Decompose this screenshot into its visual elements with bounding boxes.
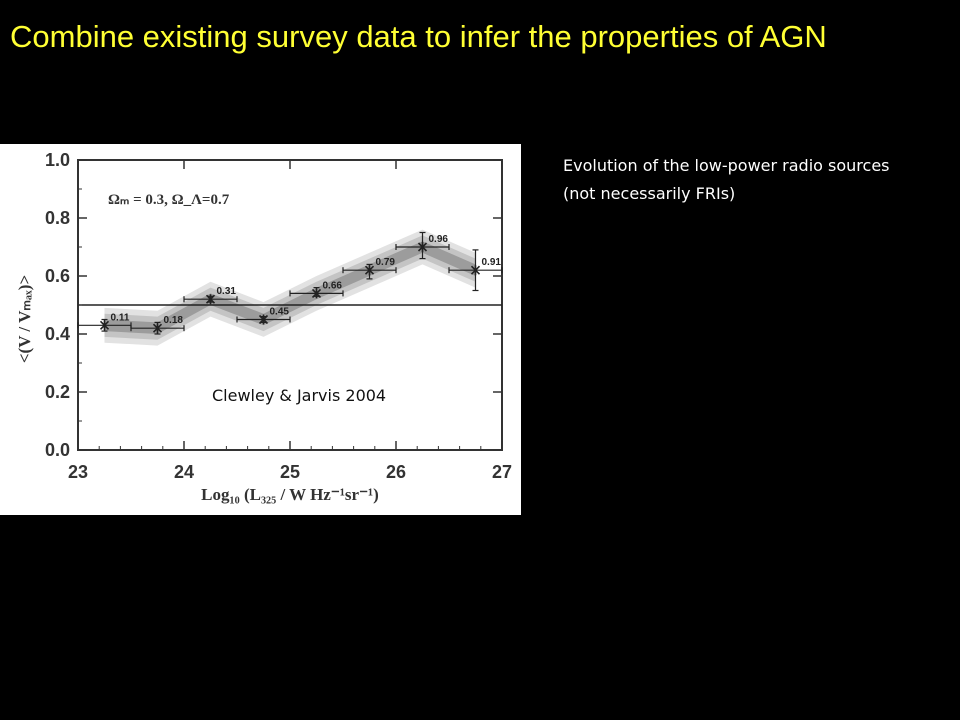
point-label-5: 0.79 [376,257,396,268]
point-marker [417,242,428,252]
data-points: 0.11 0.18 0.31 0.45 0.66 0.79 0.96 0.91 [77,231,503,335]
point-marker [152,323,163,334]
y-axis-label: <(V / Vₘₐₓ)> [15,275,34,363]
point-marker [99,320,110,331]
x-axis-label: Log₁₀ (L₃₂₅ / W Hz⁻¹sr⁻¹) [201,485,379,504]
x-tick-label-4: 27 [492,462,512,482]
side-note: Evolution of the low-power radio sources… [563,156,890,203]
point-marker [470,265,481,276]
data-point-2: 0.31 [183,286,238,305]
point-marker [205,294,216,305]
point-label-7: 0.91 [482,257,502,268]
point-label-4: 0.66 [323,280,343,291]
data-point-7: 0.91 [448,249,503,292]
point-label-6: 0.96 [429,234,449,245]
vvmax-chart: 23 24 25 26 27 0.0 0.2 0.4 0.6 0.8 1.0 0.11 0.18 0.3… [15,150,512,504]
data-point-1: 0.18 [130,315,185,335]
cosmology-annotation: Ωₘ = 0.3, Ω_Λ=0.7 [108,192,230,208]
point-label-1: 0.18 [164,315,184,326]
x-tick-label-3: 26 [386,462,406,482]
x-tick-label-1: 24 [174,462,194,482]
point-label-0: 0.11 [111,312,130,323]
chart-credit: Clewley & Jarvis 2004 [212,386,386,405]
data-point-4: 0.66 [289,280,344,299]
point-label-2: 0.31 [217,286,237,297]
y-tick-label-5: 1.0 [45,150,70,170]
slide-title: Combine existing survey data to infer th… [10,19,827,54]
y-tick-label-1: 0.2 [45,382,70,402]
x-tick-label-2: 25 [280,462,300,482]
data-point-5: 0.79 [342,257,397,280]
point-marker [364,265,375,276]
chart-panel: 23 24 25 26 27 0.0 0.2 0.4 0.6 0.8 1.0 0.11 0.18 0.3… [0,144,521,515]
point-marker [258,314,269,325]
confidence-band-3 [104,241,476,334]
y-tick-label-4: 0.8 [45,208,70,228]
point-label-3: 0.45 [270,307,290,318]
axis-ticks: 23 24 25 26 27 0.0 0.2 0.4 0.6 0.8 1.0 [45,150,512,482]
confidence-bands [104,229,476,346]
y-tick-label-0: 0.0 [45,440,70,460]
y-tick-label-3: 0.6 [45,266,70,286]
x-tick-label-0: 23 [68,462,88,482]
data-point-6: 0.96 [395,231,450,260]
data-point-3: 0.45 [236,307,291,325]
point-marker [311,288,322,299]
y-tick-label-2: 0.4 [45,324,70,344]
